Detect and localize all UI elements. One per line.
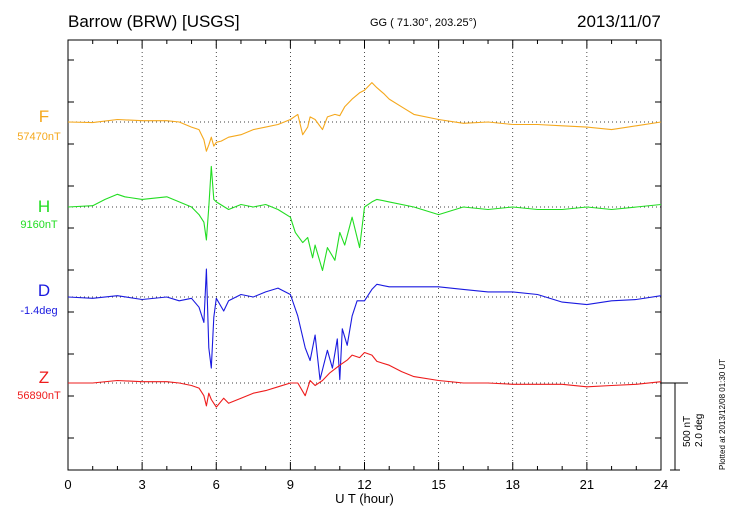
series-line-Z bbox=[68, 351, 662, 408]
series-line-D bbox=[67, 268, 662, 381]
component-D-baseline: -1.4deg bbox=[20, 305, 58, 317]
x-tick-label-6: 6 bbox=[213, 477, 220, 492]
x-tick-label-24: 24 bbox=[654, 477, 668, 492]
station-title: Barrow (BRW) [USGS] bbox=[68, 12, 240, 31]
component-H-label: H bbox=[37, 197, 51, 216]
component-F-label: F bbox=[38, 107, 50, 126]
x-tick-label-12: 12 bbox=[357, 477, 371, 492]
component-D-label: D bbox=[37, 281, 51, 300]
plotted-timestamp: Plotted at 2013/12/08 01:30 UT bbox=[718, 358, 727, 470]
plot-date: 2013/11/07 bbox=[577, 12, 661, 31]
component-F-baseline: 57470nT bbox=[17, 131, 61, 143]
x-tick-label-0: 0 bbox=[64, 477, 71, 492]
x-tick-label-18: 18 bbox=[506, 477, 520, 492]
scale-deg-label: 2.0 deg bbox=[694, 413, 705, 447]
series-line-H bbox=[67, 165, 662, 272]
geo-coordinates: GG ( 71.30°, 203.25°) bbox=[370, 17, 477, 29]
x-tick-label-15: 15 bbox=[431, 477, 445, 492]
x-tick-label-9: 9 bbox=[287, 477, 294, 492]
series-line-F bbox=[67, 82, 662, 152]
scale-nt-label: 500 nT bbox=[682, 415, 693, 447]
x-axis-label: U T (hour) bbox=[335, 491, 394, 506]
x-tick-label-21: 21 bbox=[580, 477, 594, 492]
component-H-baseline: 9160nT bbox=[20, 219, 58, 231]
x-tick-label-3: 3 bbox=[139, 477, 146, 492]
component-Z-baseline: 56890nT bbox=[17, 390, 61, 402]
component-Z-label: Z bbox=[38, 368, 50, 387]
